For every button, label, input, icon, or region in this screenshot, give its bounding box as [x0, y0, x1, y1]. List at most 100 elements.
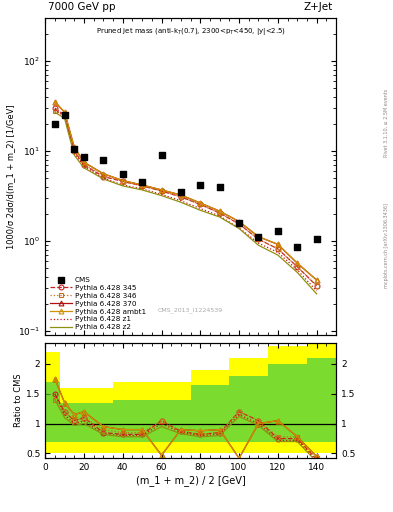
Pythia 6.428 z2	[159, 193, 164, 199]
Pythia 6.428 z1	[275, 249, 280, 255]
Pythia 6.428 346	[275, 246, 280, 252]
Pythia 6.428 z1	[62, 114, 67, 120]
CMS	[119, 170, 126, 179]
Pythia 6.428 z2	[62, 115, 67, 121]
Pythia 6.428 346	[72, 148, 77, 154]
Pythia 6.428 ambt1	[72, 144, 77, 151]
Pythia 6.428 z1	[198, 205, 203, 211]
Pythia 6.428 z2	[314, 291, 319, 297]
Pythia 6.428 370	[314, 277, 319, 283]
Pythia 6.428 346	[237, 221, 241, 227]
Pythia 6.428 370	[53, 99, 57, 105]
Pythia 6.428 ambt1	[256, 233, 261, 240]
Pythia 6.428 346	[295, 264, 299, 270]
Pythia 6.428 345	[256, 236, 261, 242]
Pythia 6.428 z1	[178, 198, 183, 204]
Pythia 6.428 ambt1	[62, 109, 67, 115]
Pythia 6.428 370	[217, 208, 222, 214]
Pythia 6.428 346	[256, 236, 261, 242]
Pythia 6.428 z1	[101, 175, 106, 181]
CMS	[236, 219, 242, 227]
Pythia 6.428 345	[101, 174, 106, 180]
Pythia 6.428 z1	[82, 163, 86, 169]
Pythia 6.428 370	[62, 109, 67, 115]
Pythia 6.428 346	[140, 183, 145, 189]
Pythia 6.428 z2	[140, 187, 145, 193]
Pythia 6.428 z1	[256, 240, 261, 246]
Line: Pythia 6.428 346: Pythia 6.428 346	[52, 109, 319, 288]
Pythia 6.428 346	[82, 161, 86, 167]
Pythia 6.428 345	[159, 188, 164, 194]
Pythia 6.428 370	[82, 159, 86, 165]
Pythia 6.428 345	[62, 112, 67, 118]
Pythia 6.428 z1	[120, 182, 125, 188]
Pythia 6.428 ambt1	[198, 200, 203, 206]
Pythia 6.428 370	[120, 178, 125, 184]
CMS	[294, 243, 300, 251]
Y-axis label: Ratio to CMS: Ratio to CMS	[14, 374, 23, 428]
Pythia 6.428 370	[140, 182, 145, 188]
Text: 7000 GeV pp: 7000 GeV pp	[48, 2, 116, 12]
Pythia 6.428 z1	[53, 106, 57, 113]
Pythia 6.428 370	[101, 170, 106, 177]
Pythia 6.428 370	[295, 260, 299, 266]
Pythia 6.428 346	[62, 112, 67, 118]
Pythia 6.428 345	[178, 194, 183, 200]
Pythia 6.428 346	[217, 210, 222, 216]
Pythia 6.428 z2	[295, 269, 299, 275]
Pythia 6.428 z2	[120, 183, 125, 189]
Pythia 6.428 z2	[82, 165, 86, 171]
CMS	[100, 156, 107, 164]
Pythia 6.428 346	[178, 194, 183, 200]
Pythia 6.428 346	[314, 283, 319, 289]
Pythia 6.428 346	[53, 108, 57, 114]
Pythia 6.428 ambt1	[178, 192, 183, 198]
Pythia 6.428 z2	[72, 152, 77, 158]
Pythia 6.428 345	[237, 221, 241, 227]
Pythia 6.428 ambt1	[217, 208, 222, 214]
Pythia 6.428 370	[275, 241, 280, 247]
Pythia 6.428 346	[159, 188, 164, 194]
CMS	[158, 151, 165, 159]
Pythia 6.428 345	[314, 283, 319, 289]
Pythia 6.428 ambt1	[140, 182, 145, 188]
Pythia 6.428 346	[198, 201, 203, 207]
Pythia 6.428 ambt1	[53, 99, 57, 105]
Pythia 6.428 370	[178, 192, 183, 198]
CMS	[217, 183, 223, 191]
Pythia 6.428 346	[101, 172, 106, 178]
Pythia 6.428 370	[237, 219, 241, 225]
Pythia 6.428 ambt1	[82, 159, 86, 165]
Pythia 6.428 z1	[237, 225, 241, 231]
Line: Pythia 6.428 z1: Pythia 6.428 z1	[55, 110, 317, 291]
Pythia 6.428 z2	[217, 214, 222, 220]
Pythia 6.428 z1	[314, 288, 319, 294]
CMS	[314, 235, 320, 243]
Pythia 6.428 z2	[237, 225, 241, 231]
Text: CMS_2013_I1224539: CMS_2013_I1224539	[158, 307, 223, 313]
CMS	[178, 188, 184, 196]
Pythia 6.428 345	[140, 183, 145, 189]
Pythia 6.428 345	[82, 162, 86, 168]
Pythia 6.428 z2	[198, 207, 203, 214]
CMS	[139, 178, 145, 186]
Pythia 6.428 ambt1	[101, 170, 106, 177]
Pythia 6.428 ambt1	[237, 219, 241, 225]
Pythia 6.428 345	[53, 105, 57, 111]
Pythia 6.428 370	[159, 187, 164, 193]
Pythia 6.428 ambt1	[159, 187, 164, 193]
Pythia 6.428 345	[198, 201, 203, 207]
Pythia 6.428 345	[120, 178, 125, 184]
Pythia 6.428 345	[217, 210, 222, 216]
CMS	[61, 111, 68, 119]
Text: Z+Jet: Z+Jet	[304, 2, 333, 12]
Pythia 6.428 345	[72, 148, 77, 154]
Pythia 6.428 z2	[256, 242, 261, 248]
CMS	[81, 153, 87, 161]
Pythia 6.428 z2	[101, 176, 106, 182]
Line: Pythia 6.428 ambt1: Pythia 6.428 ambt1	[52, 99, 319, 283]
Pythia 6.428 370	[256, 233, 261, 240]
Y-axis label: 1000/σ 2dσ/d(m_1 + m_2) [1/GeV]: 1000/σ 2dσ/d(m_1 + m_2) [1/GeV]	[6, 104, 15, 249]
Line: Pythia 6.428 370: Pythia 6.428 370	[52, 99, 319, 283]
Pythia 6.428 z1	[140, 186, 145, 192]
